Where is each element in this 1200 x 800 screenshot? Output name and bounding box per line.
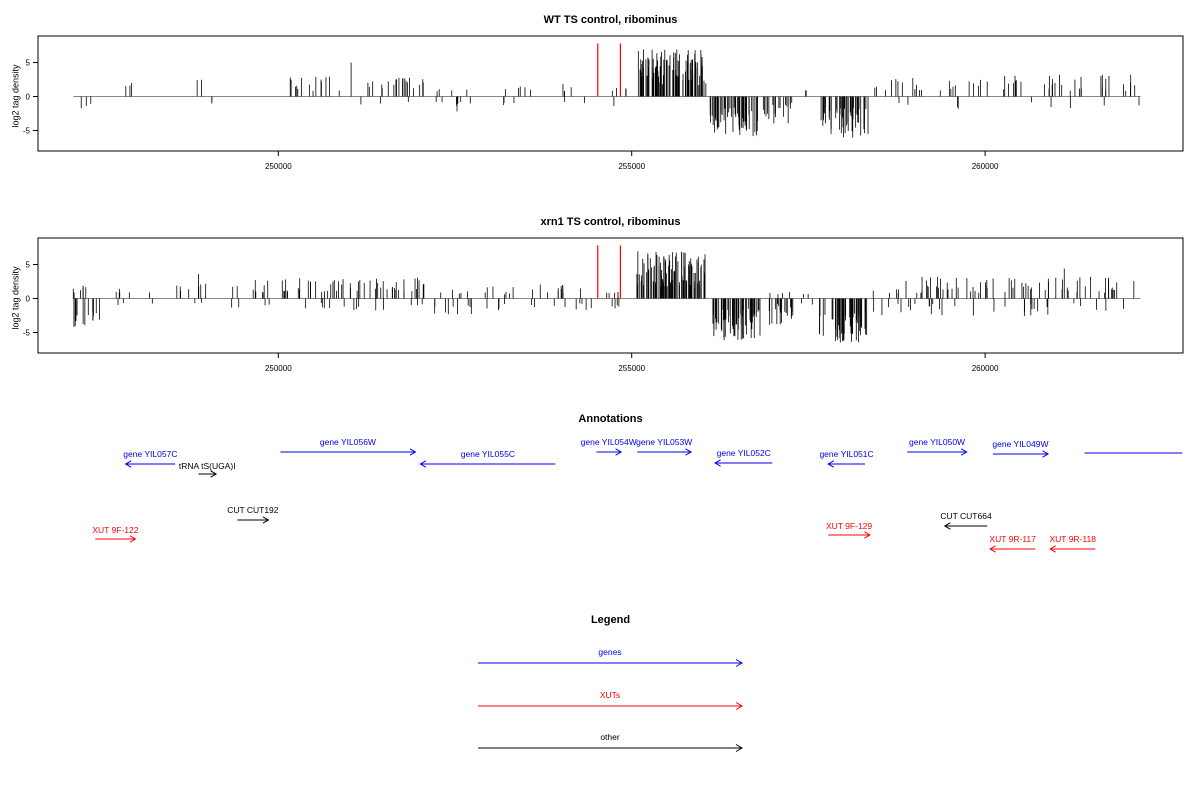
annotation-label: XUT 9F-122 bbox=[92, 525, 138, 535]
annotation-gene-yil051c: gene YIL051C bbox=[819, 449, 874, 468]
annotation-gene-yil057c: gene YIL057C bbox=[123, 449, 177, 468]
annotation-label: XUT 9R-117 bbox=[989, 534, 1036, 544]
y-tick-label: 0 bbox=[26, 92, 31, 101]
arrowhead-left-icon bbox=[419, 460, 427, 468]
annotation-gene-yil055c: gene YIL055C bbox=[419, 449, 556, 468]
annotation-label: gene YIL051C bbox=[819, 449, 873, 459]
annotation-gene-yil053w: gene YIL053W bbox=[636, 437, 693, 456]
annotation-label: gene YIL055C bbox=[461, 449, 515, 459]
legend-item-xuts bbox=[478, 702, 743, 710]
arrowhead-right-icon bbox=[685, 448, 693, 456]
y-tick-label: 0 bbox=[26, 294, 31, 303]
annotation-label: tRNA tS(UGA)I bbox=[179, 461, 236, 471]
legend-item-genes bbox=[478, 659, 743, 667]
density-bars bbox=[80, 49, 1140, 138]
density-track-xrn1: 250000 255000 260000 -5 0 5 bbox=[23, 237, 1184, 373]
annotation-label: gene YIL056W bbox=[320, 437, 376, 447]
annotations-track: gene YIL057C gene YIL056W gene YIL055C gene… bbox=[92, 437, 1183, 553]
y-tick-label: 5 bbox=[26, 58, 31, 67]
y-tick-label: 5 bbox=[26, 260, 31, 269]
legend-title: Legend bbox=[590, 614, 631, 626]
arrowhead-left-icon bbox=[827, 460, 834, 468]
legend-label-other: other bbox=[600, 732, 620, 742]
x-tick-label: 250000 bbox=[265, 364, 292, 373]
annotation-gene-yil050w: gene YIL050W bbox=[907, 437, 968, 456]
y-tick-label: -5 bbox=[23, 328, 31, 337]
density-bars bbox=[72, 251, 1135, 343]
density-track-wt: 250000 255000 260000 -5 0 5 bbox=[23, 35, 1184, 171]
plot-frame bbox=[37, 35, 1184, 152]
plot-frame bbox=[37, 237, 1184, 354]
panel2-y-axis-label: log2 tag density bbox=[10, 266, 21, 330]
annotation-gene-yil054w: gene YIL054W bbox=[581, 437, 637, 456]
arrowhead-right-icon bbox=[615, 448, 623, 456]
x-tick-label: 250000 bbox=[265, 162, 292, 171]
annotation-label: CUT CUT192 bbox=[227, 505, 279, 515]
arrowhead-right-icon bbox=[735, 744, 743, 752]
annotation-label: gene YIL052C bbox=[717, 448, 771, 458]
legend-item-other bbox=[478, 744, 743, 752]
annotation-label: gene YIL050W bbox=[909, 437, 965, 447]
annotation-label: gene YIL053W bbox=[636, 437, 692, 447]
legend-label-xuts: XUTs bbox=[599, 690, 621, 700]
annotation-gene-yil056w: gene YIL056W bbox=[280, 437, 417, 456]
arrowhead-right-icon bbox=[210, 470, 218, 478]
panel1-y-axis-label: log2 tag density bbox=[10, 64, 21, 128]
arrowhead-left-icon bbox=[124, 460, 132, 468]
arrowhead-left-icon bbox=[989, 545, 996, 553]
arrowhead-right-icon bbox=[960, 448, 968, 456]
annotations-title: Annotations bbox=[578, 413, 643, 425]
y-tick-label: -5 bbox=[23, 126, 31, 135]
arrowhead-left-icon bbox=[943, 522, 951, 530]
annotation-xut-9r-117: XUT 9R-117 bbox=[989, 534, 1036, 553]
annotation-label: gene YIL054W bbox=[581, 437, 637, 447]
legend-arrows bbox=[478, 659, 743, 752]
panel1-title: WT TS control, ribominus bbox=[543, 14, 678, 26]
annotation-xut-9f-122: XUT 9F-122 bbox=[92, 525, 139, 543]
annotation-label: CUT CUT664 bbox=[940, 511, 992, 521]
x-tick-label: 260000 bbox=[972, 364, 999, 373]
annotation-gene-yil052c: gene YIL052C bbox=[714, 448, 773, 467]
panel2-title: xrn1 TS control, ribominus bbox=[540, 216, 681, 228]
annotation-xut-9f-129: XUT 9F-129 bbox=[826, 521, 872, 539]
annotation-cut-cut664: CUT CUT664 bbox=[940, 511, 992, 530]
arrowhead-right-icon bbox=[735, 659, 743, 667]
arrowhead-left-icon bbox=[1049, 545, 1056, 553]
annotation-gene-yil049w: gene YIL049W bbox=[992, 439, 1049, 458]
annotation-xut-9r-118: XUT 9R-118 bbox=[1049, 534, 1097, 553]
annotation-trna-ts-uga-i: tRNA tS(UGA)I bbox=[179, 461, 236, 478]
annotation-label: XUT 9R-118 bbox=[1050, 534, 1097, 544]
arrowhead-left-icon bbox=[714, 459, 721, 467]
arrowhead-right-icon bbox=[409, 448, 417, 456]
x-tick-label: 255000 bbox=[618, 364, 645, 373]
arrowhead-right-icon bbox=[262, 516, 270, 524]
arrowhead-right-icon bbox=[1042, 450, 1049, 458]
annotation-label: XUT 9F-129 bbox=[826, 521, 872, 531]
annotation-label: gene YIL057C bbox=[123, 449, 177, 459]
arrowhead-right-icon bbox=[735, 702, 743, 710]
annotation-label: gene YIL049W bbox=[992, 439, 1048, 449]
arrowhead-right-icon bbox=[864, 531, 871, 539]
x-tick-label: 255000 bbox=[618, 162, 645, 171]
annotation-cut-cut192: CUT CUT192 bbox=[227, 505, 279, 524]
x-tick-label: 260000 bbox=[972, 162, 999, 171]
legend-label-genes: genes bbox=[598, 647, 622, 657]
arrowhead-right-icon bbox=[129, 535, 137, 543]
